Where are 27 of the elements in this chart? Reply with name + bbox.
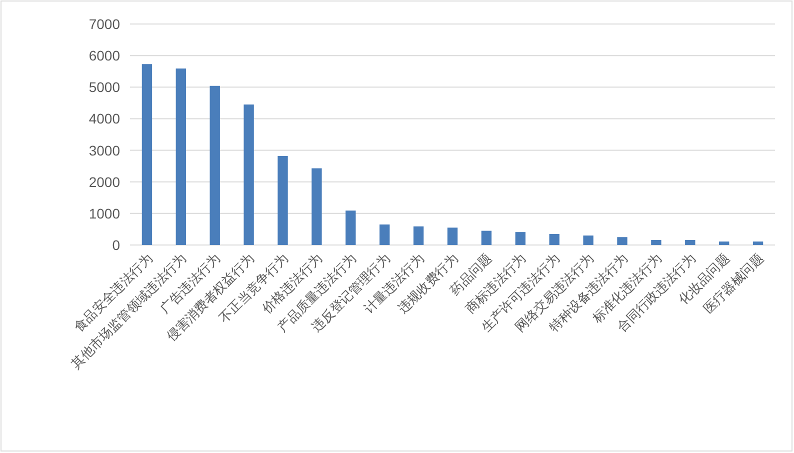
bar	[515, 232, 526, 245]
bar	[447, 228, 458, 245]
y-tick-label: 1000	[88, 205, 120, 222]
bar	[380, 224, 390, 245]
bar	[312, 168, 322, 245]
y-tick-label: 4000	[88, 110, 120, 127]
bar	[718, 242, 730, 245]
y-tick-label: 7000	[88, 16, 120, 32]
bar	[549, 234, 560, 245]
bar	[142, 64, 152, 245]
y-tick-label: 3000	[88, 142, 120, 158]
bar	[752, 242, 764, 245]
y-tick-label: 5000	[88, 79, 120, 96]
bar	[413, 226, 424, 245]
bar	[685, 240, 696, 245]
bar	[244, 104, 254, 245]
bar	[651, 240, 662, 245]
y-tick-label: 2000	[88, 174, 120, 190]
bar	[278, 156, 288, 245]
y-tick-label: 0	[112, 237, 120, 253]
y-tick-label: 6000	[88, 48, 120, 64]
bar	[583, 236, 594, 245]
bar	[617, 237, 628, 245]
bar	[210, 86, 220, 245]
bar	[176, 68, 186, 245]
bar	[481, 230, 492, 245]
bar	[346, 210, 356, 245]
